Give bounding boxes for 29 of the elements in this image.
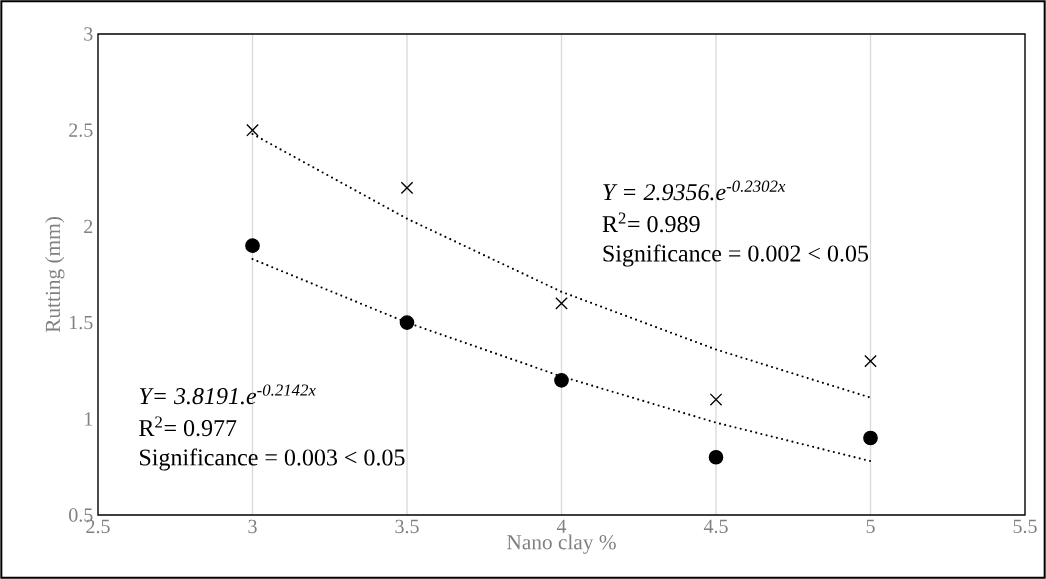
annotation: Significance = 0.003 < 0.05 [140, 448, 405, 471]
x-axis-title: Nano clay % [507, 534, 616, 554]
point [245, 238, 260, 253]
x-tick-label: 5.5 [1013, 519, 1037, 534]
point [709, 393, 723, 406]
x-tick-label: 3.5 [395, 519, 419, 534]
annotation: Y = 2.9356.e$^{-0.2302x}$ [603, 180, 786, 201]
point [708, 449, 724, 465]
y-tick-label: 3 [84, 27, 93, 41]
x-tick-label: 4 [556, 519, 567, 533]
annotation: R$^{2}$= 0.989 [602, 212, 700, 233]
point [555, 297, 568, 310]
point [246, 123, 259, 137]
x-tick-label: 3 [248, 519, 257, 534]
point [400, 181, 414, 195]
y-axis-title: Rutting (mm) [45, 217, 65, 333]
y-tick-label: 2.5 [69, 123, 93, 137]
point [863, 430, 878, 446]
annotation: R$^{2}$= 0.977 [139, 416, 237, 437]
point [399, 315, 415, 330]
y-tick-label: 2 [84, 219, 93, 234]
point [554, 372, 569, 388]
y-tick-label: 1.5 [70, 315, 93, 330]
x-tick-label: 4.5 [703, 519, 728, 534]
annotation: Y= 3.8191.e$^{-0.2142x}$ [139, 384, 316, 405]
y-tick-label: 1 [85, 412, 93, 426]
annotation: Significance = 0.002 < 0.05 [603, 244, 869, 267]
x-tick-label: 5 [866, 519, 875, 533]
point [864, 354, 877, 368]
